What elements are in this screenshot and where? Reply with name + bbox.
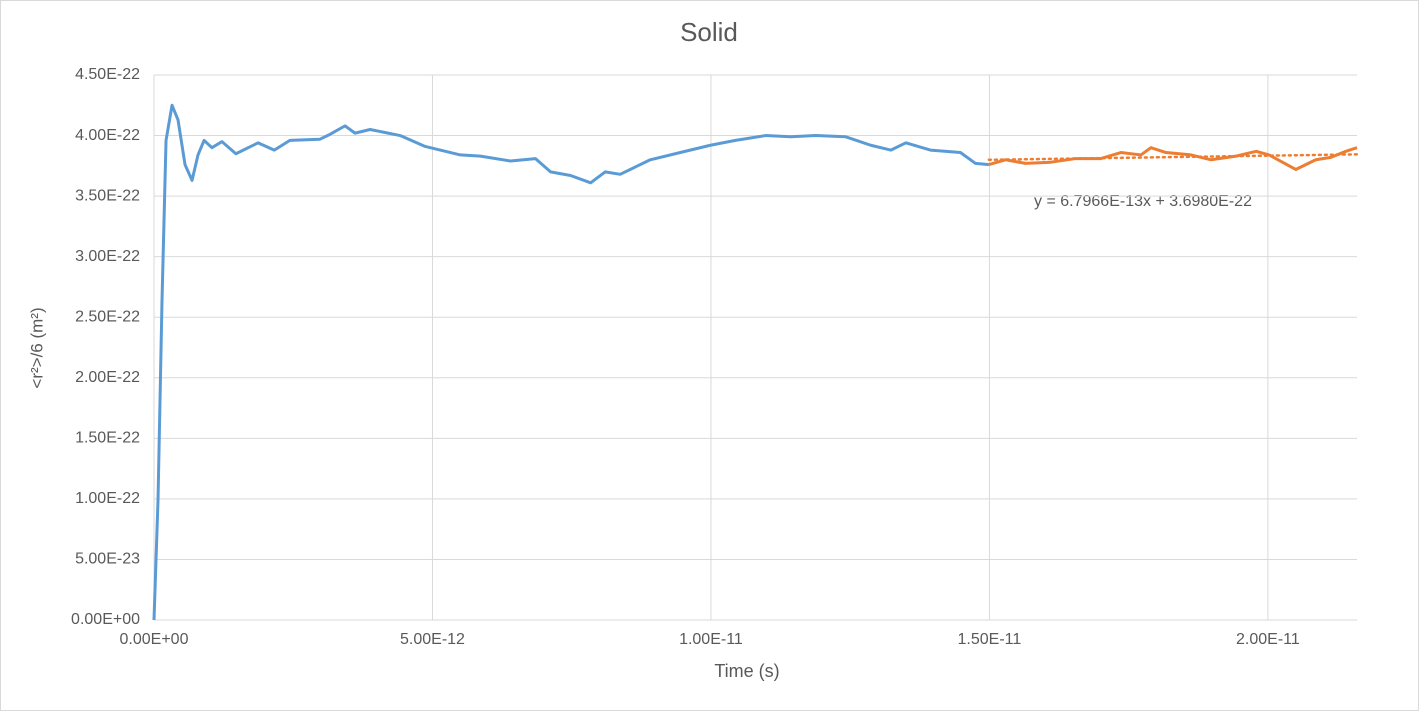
x-tick-label: 2.00E-11 — [1236, 631, 1300, 648]
y-tick-label: 3.00E-22 — [75, 248, 140, 265]
x-tick-label: 5.00E-12 — [400, 631, 465, 648]
x-tick-label: 1.00E-11 — [679, 631, 743, 648]
y-tick-label: 3.50E-22 — [75, 187, 140, 204]
chart-title: Solid — [680, 17, 738, 47]
x-tick-label: 0.00E+00 — [120, 631, 189, 648]
y-tick-label: 2.00E-22 — [75, 369, 140, 386]
trendline-label: y = 6.7966E-13x + 3.6980E-22 — [1034, 193, 1252, 210]
y-axis-label: <r²>/6 (m²) — [27, 307, 46, 388]
series-line — [988, 146, 1358, 171]
y-tick-label: 1.00E-22 — [75, 490, 140, 507]
y-tick-label: 4.50E-22 — [75, 66, 140, 83]
series-line — [152, 103, 989, 621]
y-tick-label: 4.00E-22 — [75, 127, 140, 144]
x-axis-label: Time (s) — [714, 661, 779, 681]
y-tick-label: 2.50E-22 — [75, 308, 140, 325]
x-tick-label: 1.50E-11 — [958, 631, 1022, 648]
y-tick-label: 1.50E-22 — [75, 430, 140, 447]
trendline — [987, 153, 1359, 162]
y-tick-label: 0.00E+00 — [71, 611, 140, 628]
y-tick-label: 5.00E-23 — [75, 551, 140, 568]
